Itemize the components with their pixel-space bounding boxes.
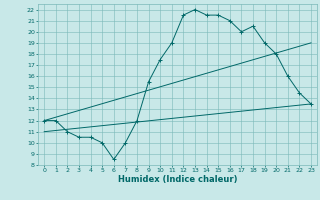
X-axis label: Humidex (Indice chaleur): Humidex (Indice chaleur) [118,175,237,184]
